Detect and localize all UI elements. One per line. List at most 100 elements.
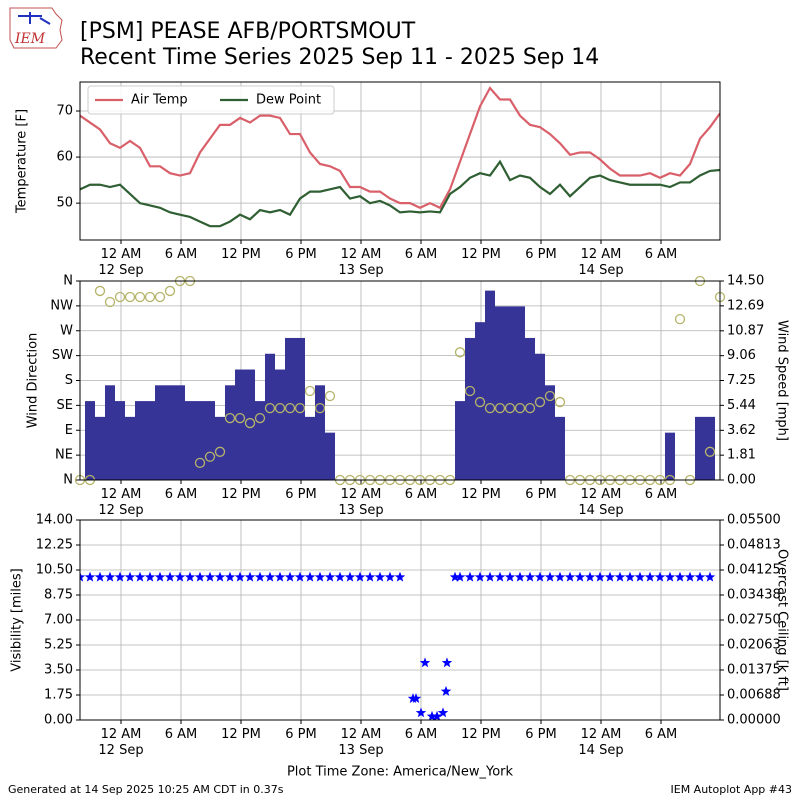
circle-point — [284, 402, 296, 414]
bar — [275, 369, 285, 480]
star-point — [224, 571, 236, 582]
y-axis-label: Wind Direction — [26, 333, 41, 429]
logo: IEM — [9, 7, 63, 49]
star-point — [164, 571, 176, 582]
y-tick-label: W — [60, 323, 73, 338]
x-tick-label: 6 AM — [644, 247, 678, 262]
x-tick-label: 6 AM — [404, 727, 438, 742]
star-point — [314, 571, 326, 582]
star-point — [426, 710, 438, 720]
star-point — [374, 571, 386, 582]
circle-point — [704, 446, 716, 457]
star-point — [410, 693, 422, 704]
star-point — [104, 571, 116, 582]
star-point — [94, 571, 106, 582]
logo-text: IEM — [14, 31, 46, 47]
bar — [255, 401, 265, 480]
circle-point — [194, 457, 206, 469]
x-tick-label: 6 AM — [164, 247, 198, 262]
circle-point — [264, 402, 276, 414]
star-point — [264, 571, 276, 582]
plot-frame — [79, 81, 721, 241]
x-tick-label: 12 AM 13 Sep — [338, 487, 384, 518]
circle-point — [524, 402, 536, 414]
bar — [525, 337, 535, 480]
line-series — [80, 86, 720, 210]
star-point — [364, 571, 376, 582]
circle-point — [294, 402, 306, 414]
marks — [85, 290, 715, 480]
grid — [80, 519, 720, 721]
star-point — [419, 657, 431, 668]
x-tick-label: 6 PM — [285, 487, 317, 502]
star-point — [454, 571, 466, 582]
star-point — [254, 571, 266, 582]
y-tick-label: 60 — [56, 150, 73, 165]
y-tick-label: 14.00 — [36, 513, 73, 528]
y2-tick-label: 3.62 — [727, 423, 756, 438]
x-tick-label: 12 PM — [461, 487, 501, 502]
y-tick-label: NW — [50, 298, 73, 313]
logo-mark — [18, 12, 51, 25]
x-tick-label: 12 AM 13 Sep — [338, 727, 384, 758]
bar — [215, 416, 225, 480]
y-tick-label: 0.00 — [44, 713, 73, 728]
star-point — [354, 571, 366, 582]
circle-point — [214, 446, 226, 457]
y2-tick-label: 0.04125 — [727, 563, 781, 578]
circle-point — [164, 285, 176, 297]
circle-point — [224, 412, 236, 424]
y2-tick-label: 5.44 — [727, 398, 756, 413]
star-point — [684, 571, 696, 582]
legend-box — [87, 85, 335, 115]
star-point — [544, 571, 556, 582]
star-point — [464, 571, 476, 582]
bar — [695, 416, 705, 480]
circle-point — [104, 296, 116, 308]
star-point — [474, 571, 486, 582]
star-point — [704, 571, 716, 582]
star-point — [214, 571, 226, 582]
circle-point — [114, 291, 126, 303]
y2-tick-label: 7.25 — [727, 373, 756, 388]
x-tick-label: 12 AM 14 Sep — [578, 727, 624, 758]
bar — [665, 432, 675, 480]
y-tick-label: SE — [57, 398, 73, 413]
y2-tick-label: 0.00000 — [727, 713, 781, 728]
y2-tick-label: 0.04813 — [727, 538, 781, 553]
bar — [245, 369, 255, 480]
y-tick-label: N — [63, 274, 73, 289]
bar — [135, 401, 145, 480]
bar — [475, 322, 485, 480]
bar — [185, 401, 195, 480]
circle-point — [234, 412, 246, 424]
y2-axis-label: Overcast Ceiling [k ft] — [775, 549, 790, 691]
plot-frame — [79, 519, 721, 721]
bar — [285, 337, 295, 480]
circle-point — [544, 390, 556, 402]
title-line-2: Recent Time Series 2025 Sep 11 - 2025 Se… — [80, 45, 599, 70]
star-point — [504, 571, 516, 582]
star-point — [134, 571, 146, 582]
y-tick-label: NE — [55, 448, 73, 463]
circle-point — [474, 396, 486, 408]
circle-point — [504, 402, 516, 414]
star-point — [644, 571, 656, 582]
x-tick-label: 12 PM — [221, 727, 261, 742]
x-tick-label: 6 PM — [285, 727, 317, 742]
x-tick-label: 12 AM 14 Sep — [578, 247, 624, 278]
y2-tick-label: 0.05500 — [727, 513, 781, 528]
x-tick-label: 12 PM — [461, 727, 501, 742]
circle-point — [324, 390, 336, 402]
star-point — [484, 571, 496, 582]
star-point — [554, 571, 566, 582]
star-point — [334, 571, 346, 582]
star-point — [274, 571, 286, 582]
y2-tick-label: 0.02063 — [727, 638, 781, 653]
bar — [455, 401, 465, 480]
circle-point — [484, 402, 496, 414]
bar — [85, 401, 95, 480]
y-tick-label: 7.00 — [44, 613, 73, 628]
y-tick-label: SW — [52, 348, 73, 363]
circle-point — [94, 285, 106, 297]
